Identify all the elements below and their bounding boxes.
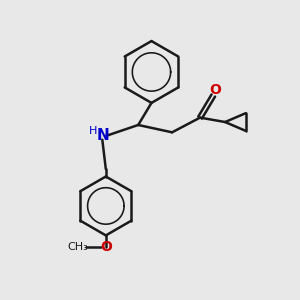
Text: O: O: [209, 83, 221, 97]
Text: CH₃: CH₃: [68, 242, 88, 252]
Text: O: O: [100, 240, 112, 254]
Text: H: H: [89, 126, 98, 136]
Text: N: N: [97, 128, 109, 143]
